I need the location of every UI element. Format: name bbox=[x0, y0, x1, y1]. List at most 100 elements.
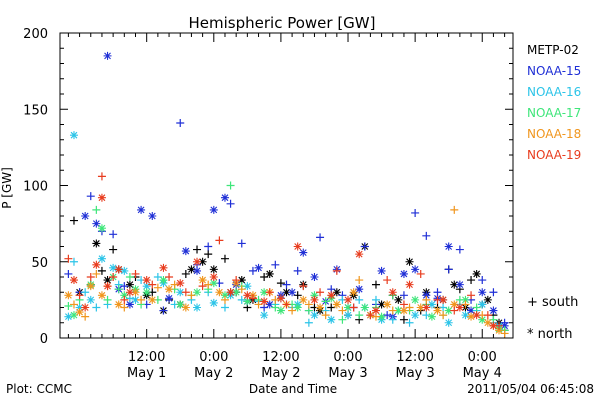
point-north-noaa-18 bbox=[97, 291, 106, 300]
x-tick-label-day: May 3 bbox=[328, 366, 367, 381]
point-north-noaa-15 bbox=[181, 247, 190, 256]
point-north-noaa-15 bbox=[220, 193, 229, 202]
point-south-noaa-15 bbox=[176, 118, 185, 127]
point-north-noaa-18 bbox=[215, 288, 224, 297]
point-south-noaa-19 bbox=[109, 273, 118, 281]
point-south-noaa-19 bbox=[120, 295, 129, 304]
point-south-noaa-19 bbox=[181, 288, 190, 297]
point-south-noaa-15 bbox=[226, 199, 235, 208]
point-north-noaa-19 bbox=[260, 297, 269, 306]
point-south-noaa-15 bbox=[399, 291, 408, 300]
point-north-noaa-19 bbox=[103, 282, 112, 291]
point-south-noaa-18 bbox=[439, 311, 448, 320]
point-north-noaa-17 bbox=[142, 288, 151, 297]
point-south-noaa-16 bbox=[355, 295, 364, 304]
point-north-noaa-18 bbox=[131, 288, 140, 297]
y-axis-label: P [GW] bbox=[0, 167, 14, 209]
point-south-noaa-15 bbox=[109, 230, 118, 239]
y-tick-label: 150 bbox=[23, 103, 48, 118]
point-north-noaa-19 bbox=[114, 265, 123, 274]
point-south-metp-02 bbox=[220, 254, 229, 263]
point-north-metp-02 bbox=[483, 295, 492, 304]
point-north-noaa-15 bbox=[478, 288, 487, 297]
point-north-noaa-17 bbox=[344, 303, 353, 312]
point-north-noaa-16 bbox=[310, 311, 319, 320]
point-north-metp-02 bbox=[103, 276, 112, 285]
x-tick-label-time: 0:00 bbox=[199, 350, 228, 365]
point-north-noaa-19 bbox=[310, 295, 319, 304]
point-north-noaa-15 bbox=[422, 291, 431, 300]
point-north-noaa-17 bbox=[293, 303, 302, 312]
point-north-noaa-19 bbox=[125, 288, 134, 297]
point-north-metp-02 bbox=[187, 265, 196, 274]
point-north-noaa-15 bbox=[288, 288, 297, 297]
point-south-noaa-16 bbox=[237, 295, 246, 304]
point-north-noaa-19 bbox=[276, 294, 285, 303]
plot-points bbox=[64, 51, 509, 338]
point-north-noaa-16 bbox=[120, 266, 129, 275]
point-south-noaa-19 bbox=[198, 282, 207, 291]
point-north-noaa-19 bbox=[388, 288, 397, 297]
point-north-noaa-18 bbox=[181, 303, 190, 312]
point-north-noaa-15 bbox=[399, 269, 408, 278]
point-south-noaa-18 bbox=[388, 306, 397, 315]
point-south-noaa-19 bbox=[215, 236, 224, 245]
point-south-noaa-19 bbox=[349, 303, 358, 312]
point-south-noaa-18 bbox=[288, 306, 297, 315]
point-north-metp-02 bbox=[282, 288, 291, 297]
point-south-noaa-15 bbox=[360, 242, 369, 251]
point-north-noaa-15 bbox=[92, 219, 101, 228]
point-south-metp-02 bbox=[181, 269, 190, 278]
point-south-noaa-16 bbox=[69, 257, 78, 266]
x-tick-label-day: May 3 bbox=[395, 366, 434, 381]
point-south-noaa-15 bbox=[444, 265, 453, 274]
point-north-noaa-19 bbox=[422, 303, 431, 312]
point-north-metp-02 bbox=[450, 280, 459, 289]
point-north-noaa-16 bbox=[260, 311, 269, 320]
point-north-noaa-17 bbox=[176, 300, 185, 309]
point-north-metp-02 bbox=[377, 300, 386, 309]
point-north-noaa-18 bbox=[450, 300, 459, 309]
point-south-noaa-19 bbox=[467, 291, 476, 300]
point-north-noaa-19 bbox=[81, 303, 90, 312]
point-north-noaa-15 bbox=[254, 263, 263, 272]
point-north-metp-02 bbox=[209, 265, 218, 274]
point-south-noaa-16 bbox=[388, 315, 397, 324]
point-north-noaa-16 bbox=[478, 300, 487, 309]
point-north-noaa-17 bbox=[478, 315, 487, 324]
point-south-noaa-15 bbox=[282, 280, 291, 289]
point-north-noaa-16 bbox=[97, 254, 106, 263]
legend-entry: NOAA-17 bbox=[527, 106, 581, 120]
point-south-noaa-19 bbox=[232, 276, 241, 285]
point-north-metp-02 bbox=[198, 257, 207, 266]
point-north-noaa-17 bbox=[209, 279, 218, 288]
point-north-metp-02 bbox=[237, 276, 246, 285]
point-south-noaa-15 bbox=[159, 306, 168, 315]
point-south-noaa-18 bbox=[69, 300, 78, 309]
point-north-noaa-17 bbox=[411, 295, 420, 304]
point-south-noaa-16 bbox=[304, 318, 313, 327]
point-north-metp-02 bbox=[92, 239, 101, 248]
point-south-noaa-18 bbox=[450, 205, 459, 214]
point-north-noaa-17 bbox=[444, 306, 453, 315]
y-tick-label: 200 bbox=[23, 27, 48, 42]
point-north-noaa-16 bbox=[243, 282, 252, 291]
point-north-noaa-18 bbox=[349, 288, 358, 297]
point-north-noaa-15 bbox=[489, 306, 498, 315]
point-south-noaa-17 bbox=[226, 181, 235, 190]
point-south-noaa-15 bbox=[478, 276, 487, 285]
point-south-noaa-15 bbox=[271, 260, 280, 269]
x-tick-label-time: 0:00 bbox=[333, 350, 362, 365]
x-tick-label-day: May 2 bbox=[194, 366, 233, 381]
point-north-noaa-17 bbox=[120, 291, 129, 300]
point-south-noaa-18 bbox=[422, 295, 431, 304]
point-north-noaa-16 bbox=[427, 300, 436, 309]
point-south-noaa-18 bbox=[304, 300, 313, 309]
point-south-noaa-15 bbox=[64, 269, 73, 278]
point-south-noaa-16 bbox=[422, 311, 431, 320]
point-north-noaa-18 bbox=[75, 308, 84, 317]
point-north-metp-02 bbox=[265, 269, 274, 278]
point-south-noaa-17 bbox=[125, 273, 134, 281]
point-south-noaa-16 bbox=[220, 303, 229, 312]
point-north-noaa-17 bbox=[97, 224, 106, 233]
